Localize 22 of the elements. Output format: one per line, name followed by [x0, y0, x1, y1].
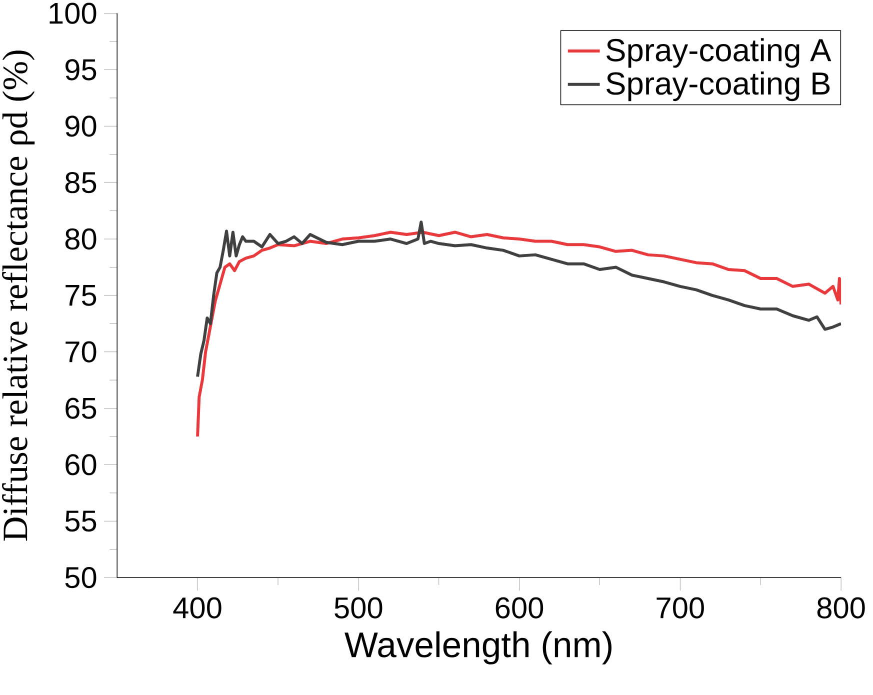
x-tick-label: 700	[656, 597, 704, 619]
y-tick-label: 85	[65, 172, 96, 194]
y-tick-label: 60	[66, 454, 96, 476]
x-tick-label: 500	[334, 597, 382, 619]
y-tick-label: 95	[66, 59, 96, 80]
line-series	[196, 220, 842, 378]
legend-label: Spray-coating A	[606, 38, 832, 68]
y-tick-label: 65	[66, 398, 96, 420]
y-axis-title: Diffuse relative reflectance ρd (%)	[2, 50, 35, 541]
y-tick-label: 55	[65, 510, 96, 532]
x-tick-label: 800	[817, 597, 865, 619]
y-tick-label: 70	[66, 341, 96, 363]
x-tick-label: 400	[173, 597, 222, 619]
y-tick-label: 90	[66, 116, 96, 137]
y-tick-label: 50	[65, 567, 96, 588]
y-tick-label: 80	[65, 228, 96, 250]
x-tick-label: 600	[496, 597, 544, 619]
y-tick-label: 100	[50, 2, 96, 24]
y-tick-label: 75	[66, 285, 96, 306]
line-series	[196, 230, 842, 438]
x-axis-title: Wavelength (nm)	[344, 631, 612, 665]
legend-label: Spray-coating B	[606, 72, 830, 102]
